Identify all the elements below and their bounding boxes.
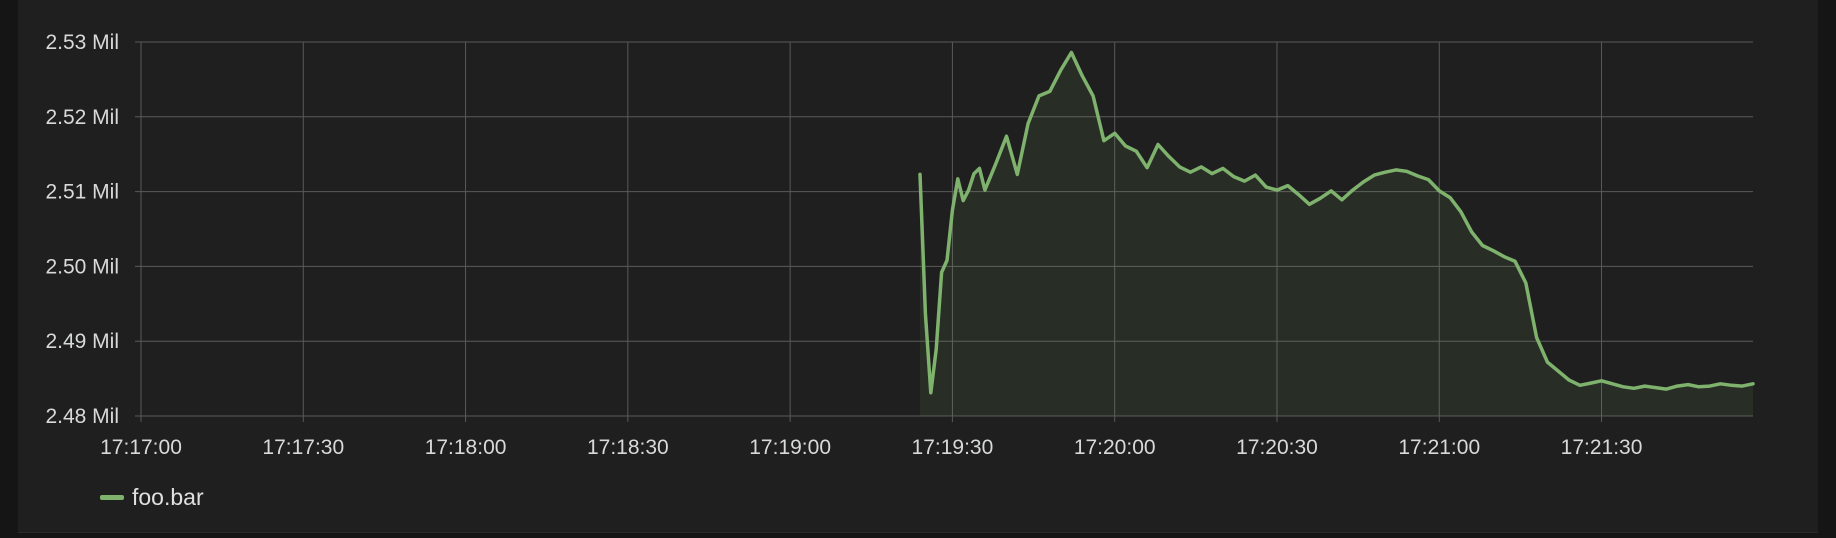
x-tick-label: 17:20:30 bbox=[1236, 436, 1318, 459]
y-tick-label: 2.48 Mil bbox=[45, 405, 119, 428]
y-tick-label: 2.51 Mil bbox=[45, 181, 119, 204]
x-tick-label: 17:18:30 bbox=[587, 436, 669, 459]
y-axis-ticks: 2.48 Mil 2.49 Mil 2.50 Mil 2.51 Mil 2.52 Mil… bbox=[45, 31, 119, 428]
x-tick-label: 17:19:00 bbox=[749, 436, 831, 459]
x-tick-label: 17:21:00 bbox=[1398, 436, 1480, 459]
series-line-path bbox=[918, 50, 1755, 395]
series-area-fill bbox=[920, 52, 1753, 416]
x-tick-label: 17:18:00 bbox=[425, 436, 507, 459]
y-tick-label: 2.49 Mil bbox=[45, 330, 119, 353]
x-tick-label: 17:17:00 bbox=[100, 436, 182, 459]
x-axis-ticks: 17:17:00 17:17:30 17:18:00 17:18:30 17:19:00… bbox=[100, 436, 1642, 459]
y-tick-label: 2.52 Mil bbox=[45, 106, 119, 129]
grid bbox=[135, 41, 1753, 422]
y-tick-label: 2.50 Mil bbox=[45, 255, 119, 278]
x-tick-label: 17:19:30 bbox=[912, 436, 994, 459]
x-tick-label: 17:20:00 bbox=[1074, 436, 1156, 459]
legend-series-label[interactable]: foo.bar bbox=[132, 483, 204, 510]
legend[interactable]: foo.bar bbox=[100, 482, 204, 512]
y-tick-label: 2.53 Mil bbox=[45, 31, 119, 54]
series-line bbox=[918, 50, 1755, 395]
x-tick-label: 17:21:30 bbox=[1561, 436, 1643, 459]
x-tick-label: 17:17:30 bbox=[262, 436, 344, 459]
legend-swatch-icon bbox=[100, 494, 124, 500]
series-area bbox=[920, 52, 1753, 416]
